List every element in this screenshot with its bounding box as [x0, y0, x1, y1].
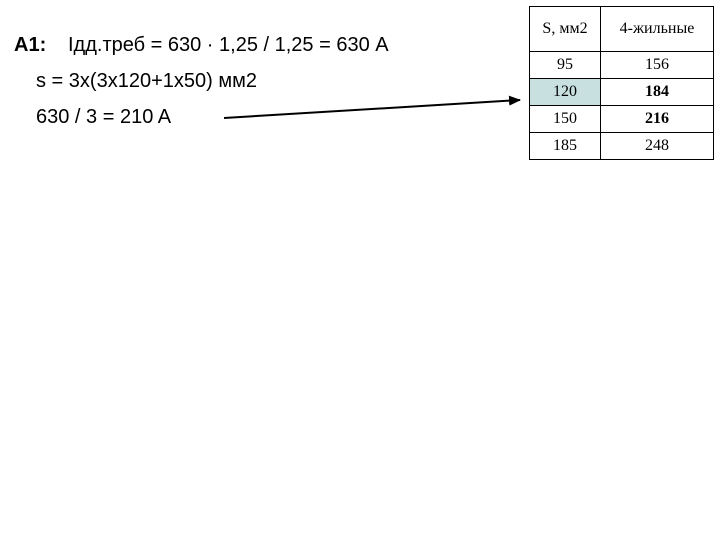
cell-s: 150 — [530, 106, 601, 133]
cell-s: 120 — [530, 79, 601, 106]
cell-s: 95 — [530, 52, 601, 79]
header-4core: 4-жильные — [601, 7, 714, 52]
cell-v: 216 — [601, 106, 714, 133]
arrow-line — [224, 100, 520, 118]
cell-v: 248 — [601, 133, 714, 160]
cell-v: 156 — [601, 52, 714, 79]
table-row: 185 248 — [530, 133, 714, 160]
cell-s: 185 — [530, 133, 601, 160]
section-label: A1: — [14, 34, 46, 57]
calc-line-2: s = 3x(3x120+1x50) мм2 — [36, 70, 257, 93]
table-row: 150 216 — [530, 106, 714, 133]
table-body: 95 156 120 184 150 216 185 248 — [530, 52, 714, 160]
table-row: 95 156 — [530, 52, 714, 79]
cable-lookup-table: S, мм2 4-жильные 95 156 120 184 150 216 … — [529, 6, 714, 160]
cell-v: 184 — [601, 79, 714, 106]
table-row: 120 184 — [530, 79, 714, 106]
calc-line-1: Iдд.треб = 630 · 1,25 / 1,25 = 630 A — [68, 34, 389, 57]
table-header-row: S, мм2 4-жильные — [530, 7, 714, 52]
header-cross-section: S, мм2 — [530, 7, 601, 52]
calc-line-3: 630 / 3 = 210 A — [36, 106, 171, 129]
